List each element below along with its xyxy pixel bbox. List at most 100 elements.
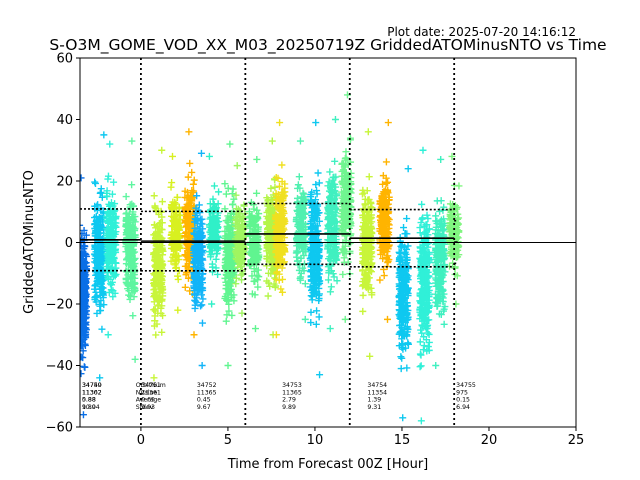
- data-point: [80, 326, 82, 328]
- data-point: [416, 338, 424, 346]
- data-point: [128, 137, 136, 145]
- data-point: [97, 221, 105, 229]
- data-point: [80, 313, 83, 315]
- data-point: [103, 192, 111, 200]
- data-point: [130, 255, 138, 263]
- data-point: [150, 289, 158, 297]
- data-point: [250, 226, 258, 234]
- data-point: [264, 215, 272, 223]
- data-point: [273, 269, 281, 277]
- data-point: [187, 196, 195, 204]
- data-point: [197, 149, 205, 157]
- data-point: [170, 201, 178, 209]
- data-point: [240, 202, 248, 210]
- data-point: [263, 208, 271, 216]
- data-point: [278, 288, 286, 296]
- data-point: [237, 256, 245, 264]
- orbit-band: [416, 146, 433, 425]
- data-point: [153, 244, 161, 252]
- data-point: [279, 219, 287, 227]
- data-point: [80, 221, 84, 229]
- data-point: [366, 352, 374, 360]
- data-point: [80, 226, 88, 234]
- data-point: [417, 417, 425, 425]
- data-point: [80, 318, 85, 326]
- data-point: [80, 335, 88, 343]
- data-point: [96, 307, 104, 315]
- data-point: [198, 362, 206, 369]
- data-point: [382, 158, 390, 166]
- data-point: [108, 278, 116, 286]
- data-point: [98, 193, 106, 201]
- data-point: [80, 253, 83, 261]
- data-point: [278, 161, 286, 169]
- data-point: [397, 353, 405, 361]
- data-point: [301, 315, 309, 323]
- data-point: [272, 275, 280, 283]
- data-point: [233, 162, 241, 170]
- data-point: [185, 128, 193, 136]
- data-point: [198, 301, 206, 309]
- data-point: [214, 270, 222, 278]
- data-point: [272, 282, 280, 290]
- data-point: [122, 229, 130, 237]
- data-point: [112, 259, 120, 267]
- data-point: [342, 148, 350, 156]
- data-point: [253, 155, 261, 163]
- data-point: [151, 202, 159, 210]
- data-point: [129, 312, 137, 320]
- data-point: [159, 312, 167, 320]
- data-point: [91, 220, 99, 228]
- data-point: [251, 277, 259, 285]
- data-point: [273, 213, 281, 221]
- data-point: [197, 274, 205, 282]
- data-point: [153, 320, 161, 328]
- data-point: [81, 276, 89, 284]
- data-point: [196, 223, 204, 231]
- data-point: [80, 251, 85, 259]
- data-point: [207, 236, 215, 244]
- data-point: [189, 180, 197, 188]
- data-point: [419, 146, 427, 154]
- data-point: [254, 283, 262, 291]
- data-point: [229, 185, 237, 193]
- data-point: [80, 337, 83, 339]
- data-point: [183, 188, 191, 196]
- data-point: [181, 283, 189, 291]
- data-point: [196, 216, 204, 224]
- data-point: [104, 331, 112, 339]
- data-point: [173, 246, 181, 254]
- data-point: [93, 255, 101, 263]
- data-point: [196, 209, 204, 217]
- data-point: [212, 264, 220, 272]
- data-point: [208, 221, 216, 229]
- data-layer: [80, 58, 576, 427]
- data-point: [232, 191, 240, 199]
- data-point: [195, 201, 203, 209]
- data-point: [104, 175, 112, 183]
- data-point: [186, 159, 194, 167]
- data-point: [223, 254, 231, 262]
- data-point: [224, 297, 232, 305]
- data-point: [274, 191, 282, 199]
- data-point: [122, 214, 130, 222]
- data-point: [151, 312, 159, 320]
- data-point: [155, 274, 163, 282]
- data-point: [111, 200, 119, 208]
- data-point: [153, 268, 161, 276]
- data-point: [80, 174, 85, 182]
- data-point: [174, 306, 182, 314]
- data-point: [276, 119, 284, 127]
- data-point: [131, 284, 139, 292]
- orbit-band: [271, 119, 289, 339]
- orbit-band: [150, 146, 167, 382]
- data-point: [91, 285, 99, 293]
- data-point: [376, 276, 384, 284]
- data-point: [130, 268, 138, 276]
- data-point: [128, 275, 136, 283]
- data-point: [278, 251, 286, 259]
- data-point: [365, 173, 373, 181]
- data-point: [230, 297, 238, 305]
- data-point: [80, 295, 81, 297]
- data-point: [92, 288, 100, 296]
